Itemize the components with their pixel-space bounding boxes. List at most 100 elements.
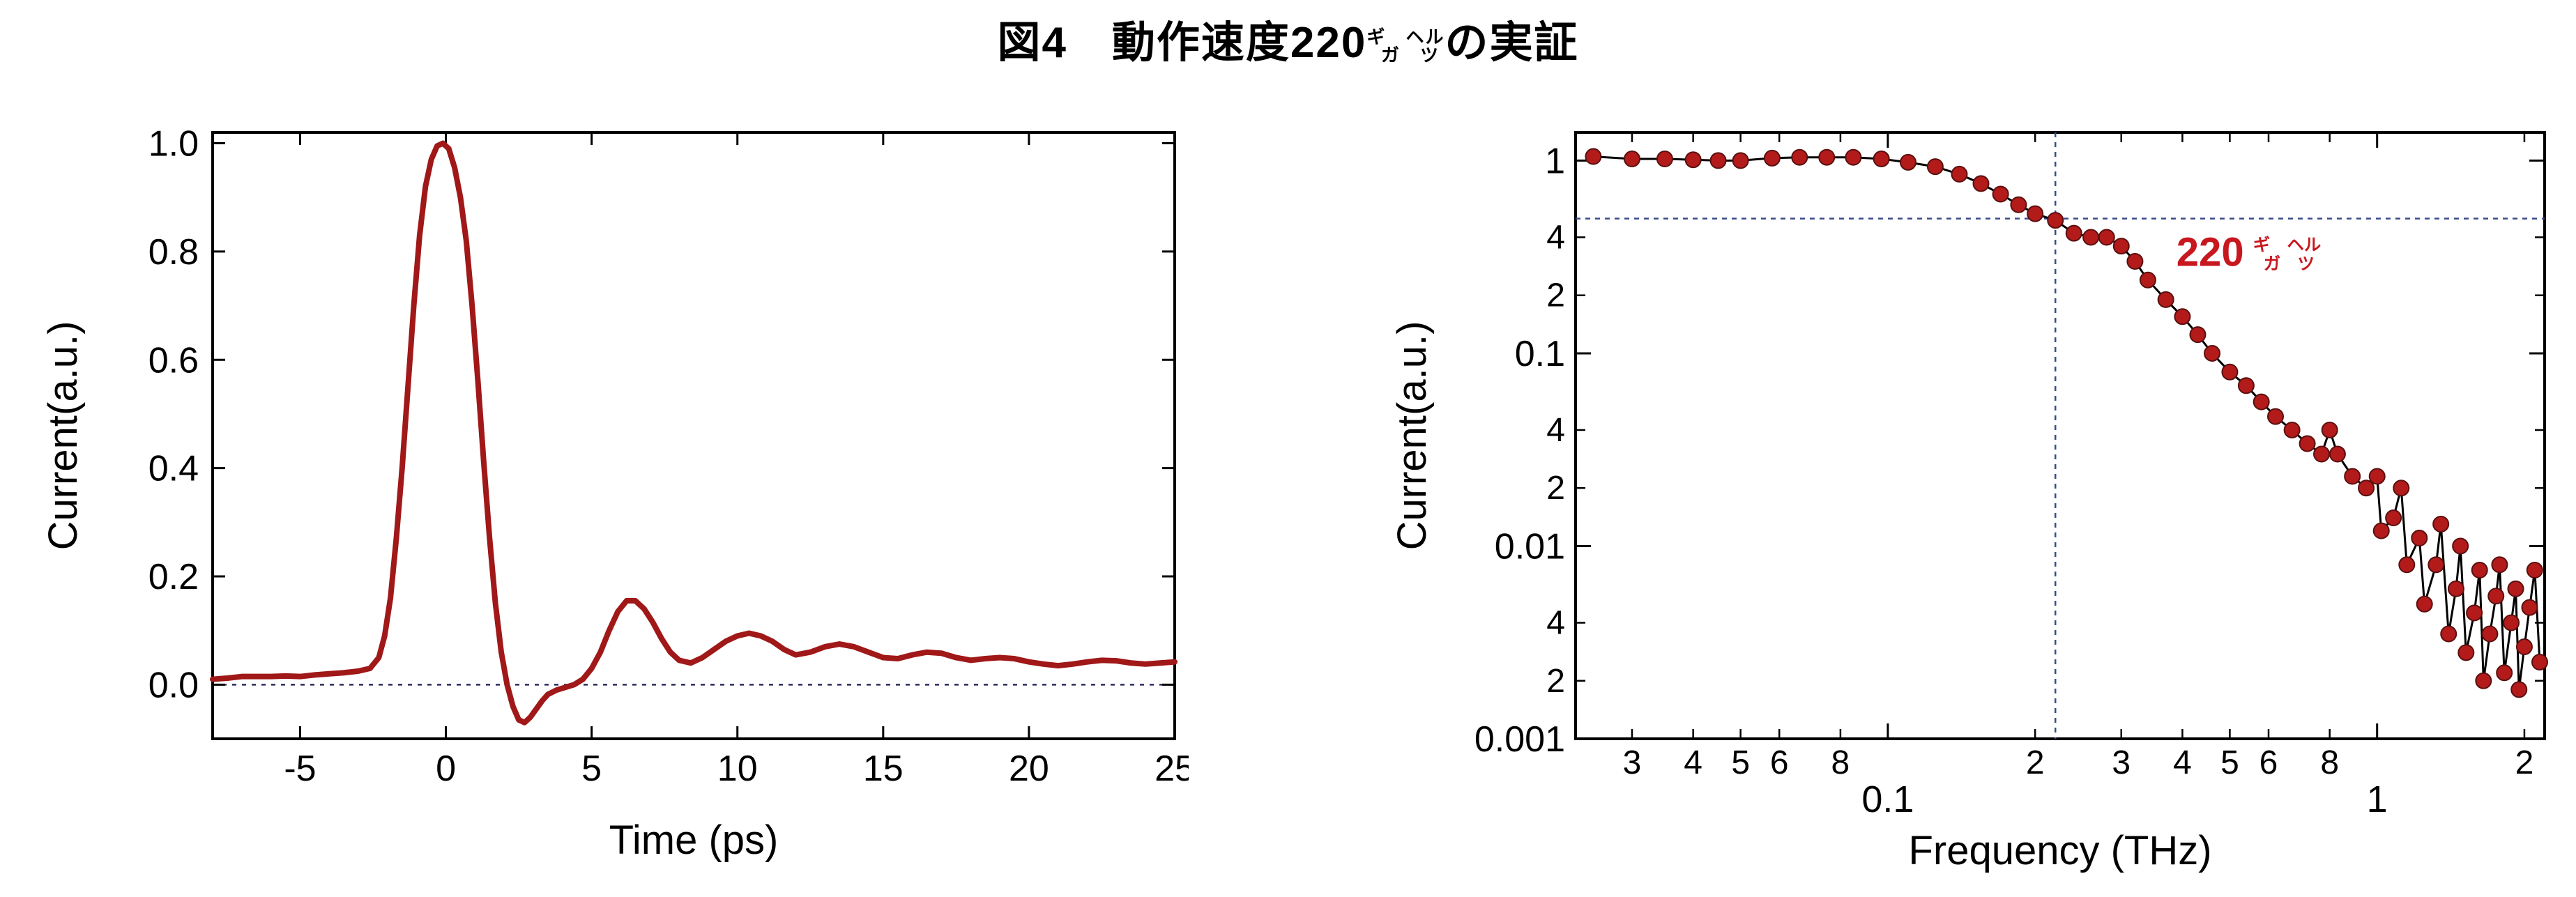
data-marker — [2066, 226, 2082, 241]
data-marker — [2508, 581, 2524, 597]
data-marker — [2204, 346, 2220, 361]
xtick-minor-label: 6 — [2259, 744, 2278, 781]
frequency-domain-chart: 3456823456820.112424240.0010.010.11220ギ … — [1387, 118, 2559, 885]
data-marker — [1585, 149, 1601, 164]
data-marker — [2453, 538, 2468, 553]
xtick-label: 25 — [1154, 749, 1189, 789]
data-marker — [2411, 530, 2427, 546]
ytick-major-label: 0.01 — [1495, 526, 1565, 567]
data-marker — [2428, 557, 2444, 572]
data-marker — [2517, 639, 2532, 654]
xtick-minor-label: 8 — [1831, 744, 1850, 781]
xtick-minor-label: 3 — [2112, 744, 2131, 781]
ytick-major-label: 1 — [1545, 141, 1565, 181]
ytick-label: 0.4 — [148, 449, 199, 489]
data-marker — [2458, 645, 2474, 660]
title-suffix: の実証 — [1445, 19, 1579, 67]
data-marker — [2140, 273, 2156, 288]
data-marker — [2476, 673, 2491, 689]
data-marker — [2527, 562, 2543, 578]
data-marker — [1993, 187, 2009, 202]
title-ruby-bottom: ガ ツ — [1375, 46, 1445, 64]
ytick-label: 0.6 — [148, 340, 199, 381]
data-marker — [2300, 436, 2315, 451]
data-marker — [2239, 378, 2254, 393]
data-marker — [2532, 654, 2547, 670]
xtick-major-label: 0.1 — [1861, 779, 1914, 820]
data-marker — [2467, 605, 2482, 620]
xtick-major-label: 1 — [2367, 779, 2388, 820]
data-marker — [2158, 292, 2174, 307]
data-marker — [2322, 422, 2338, 438]
ytick-label: 0.8 — [148, 232, 199, 273]
data-marker — [2358, 480, 2374, 496]
ytick-minor-label: 2 — [1546, 277, 1565, 314]
ytick-minor-label: 2 — [1546, 470, 1565, 507]
data-marker — [1657, 151, 1672, 167]
ytick-label: 0.0 — [148, 665, 199, 705]
xtick-minor-label: 2 — [2026, 744, 2045, 781]
data-marker — [1733, 153, 1748, 168]
title-unit-ruby: ギ ヘルガ ツ — [1366, 28, 1445, 64]
data-marker — [2441, 627, 2456, 642]
data-marker — [2497, 665, 2512, 680]
data-marker — [2482, 627, 2497, 642]
x-axis-label: Time (ps) — [609, 818, 779, 863]
data-marker — [2027, 206, 2043, 222]
ytick-minor-label: 4 — [1546, 219, 1565, 256]
data-marker — [2114, 238, 2129, 254]
data-marker — [1792, 150, 1807, 165]
data-marker — [1819, 150, 1834, 165]
data-marker — [1765, 151, 1780, 166]
data-marker — [2386, 510, 2401, 526]
xtick-label: 10 — [717, 749, 758, 789]
ytick-label: 0.2 — [148, 557, 199, 597]
data-marker — [2190, 327, 2205, 342]
ytick-label: 1.0 — [148, 124, 199, 164]
data-marker — [2417, 597, 2432, 612]
data-marker — [2268, 409, 2283, 424]
data-marker — [2448, 581, 2464, 597]
xtick-label: -5 — [284, 749, 316, 789]
data-marker — [1711, 153, 1726, 168]
figure-title: 図4 動作速度220ギ ヘルガ ツの実証 — [0, 7, 2576, 70]
xtick-label: 0 — [436, 749, 456, 789]
ytick-minor-label: 4 — [1546, 605, 1565, 642]
data-marker — [2048, 213, 2063, 228]
data-marker — [2254, 394, 2269, 410]
data-marker — [2433, 516, 2448, 532]
data-marker — [2492, 557, 2507, 572]
xtick-minor-label: 5 — [1731, 744, 1750, 781]
data-marker — [2503, 615, 2519, 631]
data-marker — [1845, 150, 1861, 165]
xtick-minor-label: 6 — [1770, 744, 1789, 781]
ytick-minor-label: 4 — [1546, 412, 1565, 449]
annotation-ruby-top: ギ ヘル — [2253, 236, 2321, 254]
data-marker — [2522, 600, 2537, 615]
y-axis-label: Current(a.u.) — [40, 321, 86, 551]
annotation-number: 220 — [2177, 229, 2244, 275]
xtick-minor-label: 5 — [2220, 744, 2239, 781]
time-domain-chart: -505101520250.00.20.40.60.81.0Time (ps)C… — [38, 118, 1189, 885]
xtick-minor-label: 2 — [2515, 744, 2534, 781]
xtick-label: 20 — [1009, 749, 1049, 789]
data-marker — [1900, 155, 1916, 170]
title-ruby-top: ギ ヘル — [1366, 28, 1445, 46]
xtick-minor-label: 4 — [1684, 744, 1702, 781]
data-marker — [2374, 523, 2389, 539]
data-marker — [2399, 557, 2414, 572]
data-marker — [2330, 447, 2345, 462]
data-marker — [2370, 468, 2385, 484]
data-marker — [2174, 309, 2190, 324]
x-axis-label: Frequency (THz) — [1908, 828, 2211, 873]
data-marker — [2127, 254, 2142, 269]
title-prefix: 図4 動作速度220 — [997, 19, 1366, 67]
xtick-label: 15 — [863, 749, 904, 789]
xtick-minor-label: 3 — [1623, 744, 1642, 781]
y-axis-label: Current(a.u.) — [1389, 321, 1435, 551]
data-marker — [2472, 562, 2487, 578]
data-marker — [2285, 422, 2300, 438]
ytick-major-label: 0.001 — [1474, 719, 1565, 760]
ytick-major-label: 0.1 — [1515, 334, 1565, 374]
data-marker — [2083, 229, 2098, 245]
